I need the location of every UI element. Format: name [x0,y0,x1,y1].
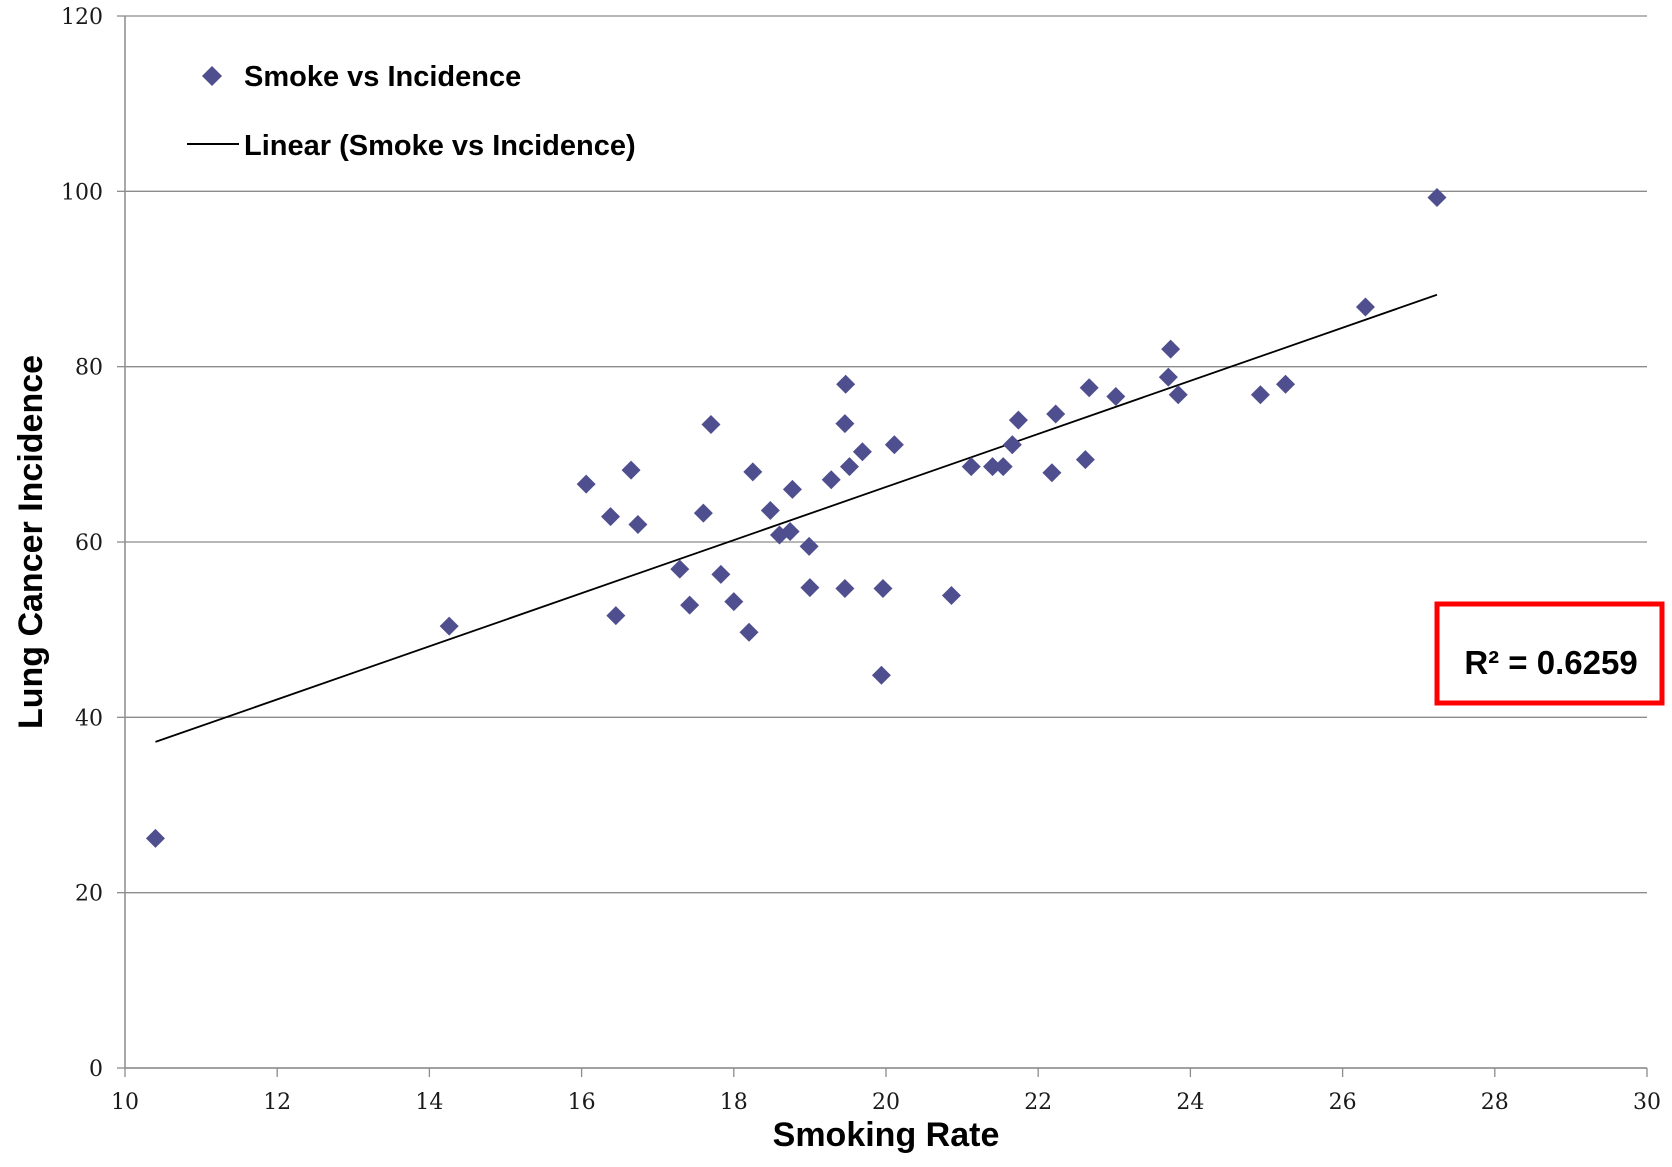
y-tick-label: 100 [61,180,103,205]
data-point [1075,450,1095,470]
data-point [1079,378,1099,398]
data-point [799,536,819,556]
data-point [873,578,893,598]
y-tick-label: 60 [75,531,103,556]
data-point [821,470,841,490]
data-point [780,521,800,541]
data-point [601,507,621,527]
data-point [1355,297,1375,317]
data-point [1427,187,1447,207]
data-point [1250,385,1270,405]
legend-label-trendline: Linear (Smoke vs Incidence) [244,130,636,162]
y-tick-labels: 0 20 40 60 80 100 120 [61,5,103,1082]
data-point [993,457,1013,477]
r-squared-annotation: R² = 0.6259 [1434,601,1665,706]
data-point [836,374,856,394]
data-point [693,503,713,523]
data-point [743,462,763,482]
x-tick-label: 30 [1633,1090,1661,1115]
y-tick-label: 40 [75,706,103,731]
y-tick-label: 20 [75,882,103,907]
data-point [760,500,780,520]
x-tick-label: 26 [1329,1090,1357,1115]
data-point [621,460,641,480]
x-tick-label: 24 [1176,1090,1204,1115]
data-point [439,616,459,636]
x-tick-label: 14 [415,1090,443,1115]
data-point [1008,410,1028,430]
gridlines [117,15,1648,1077]
data-point [606,606,626,626]
x-tick-label: 28 [1481,1090,1509,1115]
data-point [739,622,759,642]
legend: Smoke vs Incidence Linear (Smoke vs Inci… [187,61,636,162]
data-point [1158,367,1178,387]
data-point [724,592,744,612]
trendline-layer [155,293,1438,743]
y-tick-label: 120 [61,5,103,30]
linear-trendline [155,293,1438,743]
data-point [1042,463,1062,483]
data-point [1046,404,1066,424]
data-point [1276,374,1296,394]
data-point [871,665,891,685]
data-point [701,415,721,435]
data-point [983,457,1003,477]
data-point [835,578,855,598]
data-point [576,474,596,494]
y-tick-label: 0 [89,1057,103,1082]
data-point [800,578,820,598]
x-tick-label: 16 [568,1090,596,1115]
data-point [1161,339,1181,359]
axes [124,16,1647,1069]
legend-diamond-marker [202,66,222,86]
data-point [961,457,981,477]
data-point [782,479,802,499]
data-point [670,559,690,579]
data-point [884,435,904,455]
data-point [852,442,872,462]
x-tick-label: 22 [1024,1090,1052,1115]
y-axis-title: Lung Cancer Incidence [12,355,50,729]
x-tick-label: 20 [872,1090,900,1115]
legend-label-series: Smoke vs Incidence [244,61,521,93]
data-point [711,564,731,584]
data-points [145,187,1447,848]
data-point [680,595,700,615]
data-point [1106,386,1126,406]
data-point [1168,385,1188,405]
data-point [941,585,961,605]
data-point [145,828,165,848]
r-squared-label: R² = 0.6259 [1464,644,1637,681]
r-squared-box [1434,601,1665,706]
x-tick-label: 12 [263,1090,291,1115]
x-axis-title: Smoking Rate [773,1116,1000,1154]
x-tick-label: 10 [111,1090,139,1115]
data-point [835,414,855,434]
data-point [1002,435,1022,455]
x-tick-labels: 10 12 14 16 18 20 22 24 26 28 30 [111,1090,1661,1115]
y-tick-label: 80 [75,356,103,381]
x-tick-label: 18 [720,1090,748,1115]
data-point [628,514,648,534]
data-point [839,457,859,477]
